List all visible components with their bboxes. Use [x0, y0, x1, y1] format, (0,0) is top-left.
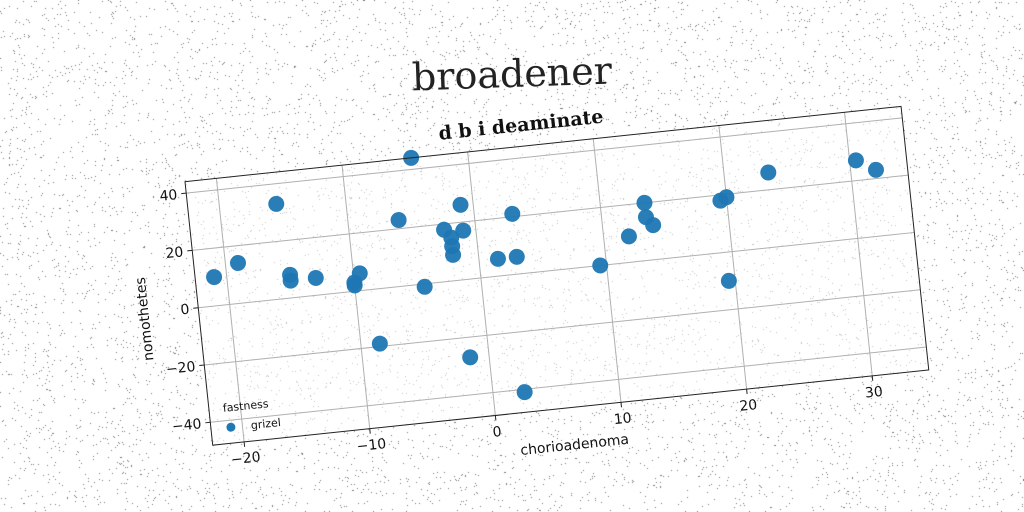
y-tick-mark — [205, 421, 211, 424]
data-point — [508, 248, 525, 265]
y-grid-line — [204, 289, 921, 366]
data-point — [462, 349, 479, 366]
data-point — [620, 228, 637, 245]
y-grid-line — [198, 231, 915, 309]
y-tick-mark — [193, 307, 199, 309]
x-tick-mark — [620, 402, 622, 408]
data-point — [847, 152, 864, 169]
data-point — [351, 265, 368, 282]
plot-frame — [184, 105, 930, 446]
grid-lines — [186, 112, 927, 442]
y-tick-label: 40 — [159, 187, 178, 205]
legend-title: fastness — [222, 397, 269, 415]
plot-area — [185, 106, 929, 446]
x-tick-label: 0 — [492, 424, 503, 441]
y-tick-mark — [181, 192, 187, 195]
y-grid-line — [186, 117, 903, 194]
data-point — [452, 196, 469, 213]
data-point — [455, 222, 472, 239]
data-point — [230, 254, 247, 271]
x-tick-mark — [494, 415, 497, 421]
x-grid-line — [215, 178, 245, 442]
x-tick-label: −10 — [356, 436, 387, 455]
x-grid-line — [592, 138, 622, 403]
x-tick-mark — [746, 389, 748, 395]
y-tick-label: −40 — [171, 416, 202, 435]
x-tick-mark — [369, 428, 371, 434]
x-tick-mark — [871, 375, 874, 381]
data-point — [760, 164, 777, 181]
chart-title: d b i deaminate — [437, 106, 604, 145]
y-grid-line — [192, 174, 909, 251]
data-point — [206, 269, 223, 286]
data-point — [390, 212, 407, 229]
data-point — [282, 266, 299, 283]
y-tick-label: −20 — [165, 359, 196, 378]
data-point — [346, 277, 363, 294]
x-axis-label: chorioadenoma — [520, 432, 630, 459]
legend: fastness grizel — [222, 397, 281, 432]
data-point — [636, 194, 653, 211]
y-axis-label: nomothetes — [133, 277, 158, 362]
y-tick-label: 0 — [180, 302, 191, 319]
data-point — [504, 205, 521, 222]
data-point — [592, 257, 609, 274]
x-grid-line — [718, 125, 748, 390]
x-grid-line — [467, 151, 496, 416]
data-point — [268, 195, 285, 212]
data-points — [206, 149, 884, 401]
plot-group: d b i deaminate −20 −10 0 10 20 30 −40 −20 0 20 4… — [133, 105, 930, 468]
data-point — [445, 246, 462, 263]
x-grid-line — [341, 165, 371, 429]
y-tick-label: 20 — [165, 244, 184, 262]
x-tick-label: 20 — [739, 397, 758, 415]
legend-entry-label: grizel — [250, 416, 281, 432]
data-point — [416, 278, 433, 295]
data-point — [516, 384, 533, 401]
data-point — [867, 161, 884, 178]
data-point — [645, 217, 662, 234]
x-axis-ticks: −20 −10 0 10 20 30 — [230, 375, 884, 468]
y-axis-ticks: −40 −20 0 20 40 — [159, 187, 211, 435]
y-tick-mark — [187, 249, 193, 252]
data-point — [307, 269, 324, 286]
y-tick-mark — [199, 364, 205, 367]
data-point — [720, 272, 737, 289]
x-tick-label: −20 — [230, 449, 261, 468]
data-point — [718, 189, 735, 206]
data-point — [489, 250, 506, 267]
x-tick-label: 30 — [864, 384, 883, 402]
data-point — [371, 335, 388, 352]
legend-marker — [226, 422, 236, 432]
y-grid-line — [210, 346, 927, 423]
x-tick-mark — [243, 441, 246, 447]
x-tick-label: 10 — [613, 410, 632, 428]
